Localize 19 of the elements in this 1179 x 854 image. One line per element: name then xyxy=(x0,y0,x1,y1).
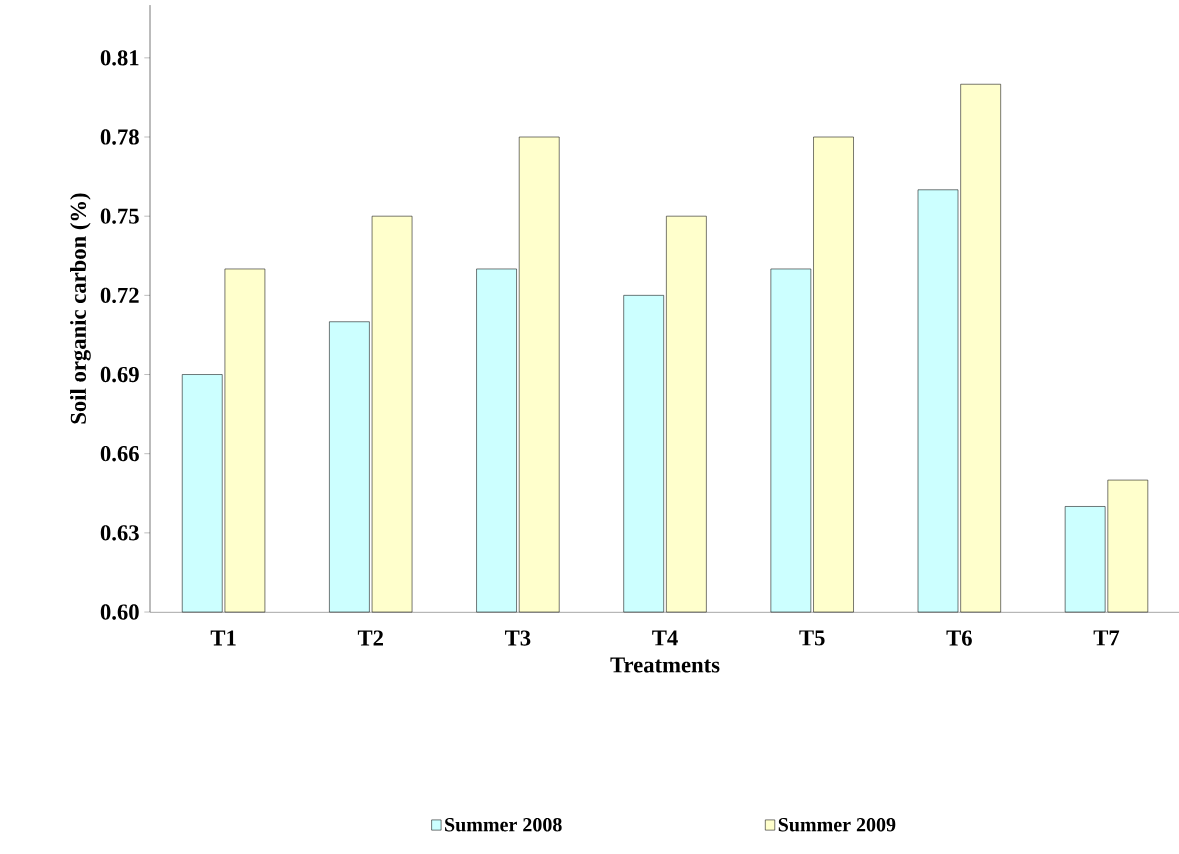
legend-label: Summer 2008 xyxy=(445,817,562,832)
y-tick-label: 0.81 xyxy=(100,50,139,66)
x-tick-label: T3 xyxy=(505,630,531,646)
y-axis-title: Soil organic carbon (%) xyxy=(70,193,91,424)
x-tick-label: T4 xyxy=(652,630,678,646)
legend-label: Summer 2009 xyxy=(778,817,896,832)
x-tick-label: T7 xyxy=(1093,630,1120,646)
y-tick-label: 0.75 xyxy=(100,208,139,224)
x-tick-label: T5 xyxy=(799,630,825,646)
x-axis-title: Treatments xyxy=(610,657,720,673)
x-tick-label: T1 xyxy=(210,630,236,646)
y-tick-label: 0.63 xyxy=(100,525,139,541)
y-tick-label: 0.78 xyxy=(100,129,139,145)
y-tick-label: 0.72 xyxy=(100,287,139,304)
x-tick-label: T6 xyxy=(946,630,972,646)
y-tick-label: 0.66 xyxy=(100,445,139,462)
x-tick-label: T2 xyxy=(357,630,383,646)
y-tick-label: 0.69 xyxy=(100,366,139,383)
y-tick-label: 0.60 xyxy=(100,604,139,620)
